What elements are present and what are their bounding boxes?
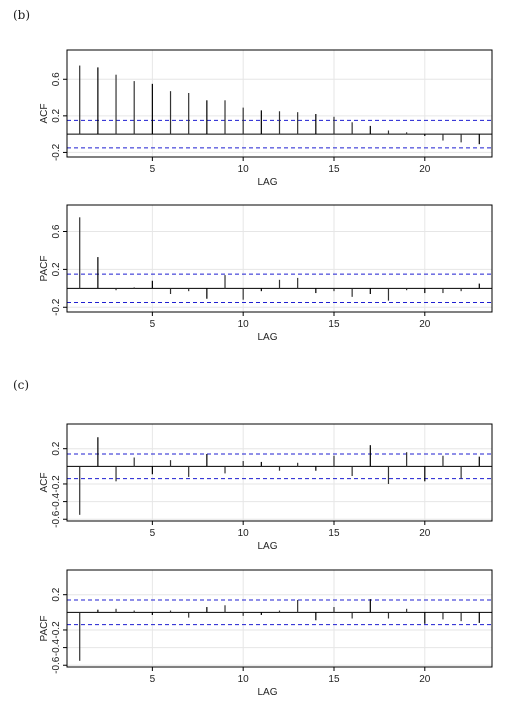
chart3-ylabel: ACF <box>39 473 50 493</box>
chart4-xtick-label-20: 20 <box>419 674 431 685</box>
chart2-ylabel: PACF <box>39 256 50 282</box>
panel-label-b: (b) <box>13 8 31 22</box>
chart3-ytick-label-0: -0.6 <box>51 510 62 528</box>
chart1-ylabel: ACF <box>39 104 50 124</box>
chart3-xtick-label-20: 20 <box>419 528 431 539</box>
chart1-ytick-label-1: 0.2 <box>51 108 62 122</box>
chart2-xlabel: LAG <box>257 332 277 343</box>
chart1-xtick-label-10: 10 <box>238 164 250 175</box>
chart4-ytick-label-2: -0.2 <box>51 621 62 639</box>
chart4-ytick-label-3: 0.2 <box>51 587 62 601</box>
chart4-xtick-label-5: 5 <box>150 674 156 685</box>
chart1-xtick-label-15: 15 <box>328 164 340 175</box>
chart3-frame <box>66 423 493 522</box>
chart2-xtick-label-5: 5 <box>150 319 156 330</box>
chart1-ytick-label-0: -0.2 <box>51 143 62 161</box>
chart4-xlabel: LAG <box>257 687 277 698</box>
chart3-ytick-label-2: -0.2 <box>51 475 62 493</box>
chart1-ytick-label-2: 0.6 <box>51 72 62 86</box>
chart2-xtick-label-10: 10 <box>238 319 250 330</box>
chart4-ylabel: PACF <box>39 616 50 642</box>
chart2-ytick-label-0: -0.2 <box>51 298 62 316</box>
chart2-frame <box>66 204 493 313</box>
chart3-xtick-label-15: 15 <box>328 528 340 539</box>
chart4-ytick-label-0: -0.6 <box>51 656 62 674</box>
chart4-xtick-label-10: 10 <box>238 674 250 685</box>
chart1-xtick-label-5: 5 <box>150 164 156 175</box>
chart3-xlabel: LAG <box>257 541 277 552</box>
chart3-ytick-label-3: 0.2 <box>51 441 62 455</box>
chart1-xtick-label-20: 20 <box>419 164 431 175</box>
chart3-xtick-label-10: 10 <box>238 528 250 539</box>
panel-label-c: (c) <box>13 378 30 392</box>
chart2-xtick-label-15: 15 <box>328 319 340 330</box>
chart1-frame <box>66 49 493 158</box>
chart2-ytick-label-2: 0.6 <box>51 224 62 238</box>
chart3-xtick-label-5: 5 <box>150 528 156 539</box>
chart2-xtick-label-20: 20 <box>419 319 431 330</box>
chart2-ytick-label-1: 0.2 <box>51 262 62 276</box>
chart4-ytick-label-1: -0.4 <box>51 639 62 657</box>
chart1-xlabel: LAG <box>257 177 277 188</box>
chart4-xtick-label-15: 15 <box>328 674 340 685</box>
chart4-frame <box>66 569 493 668</box>
chart3-ytick-label-1: -0.4 <box>51 493 62 511</box>
